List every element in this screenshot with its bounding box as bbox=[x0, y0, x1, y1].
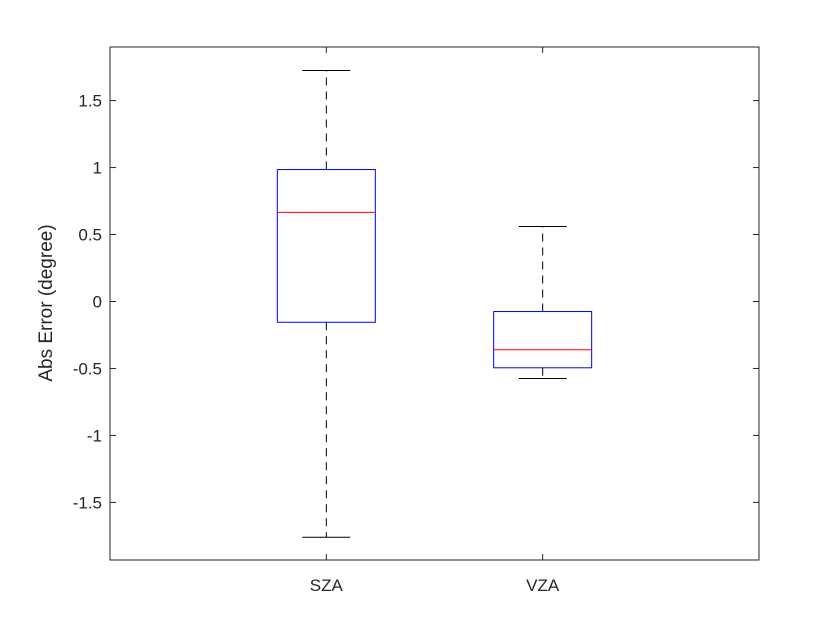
x-tick-label: SZA bbox=[310, 576, 344, 595]
y-tick-label: 1.5 bbox=[78, 92, 102, 111]
y-tick-label: 0 bbox=[93, 292, 102, 311]
box-group-sza bbox=[276, 69, 376, 538]
y-axis-label: Abs Error (degree) bbox=[36, 224, 57, 381]
interquartile-box bbox=[493, 311, 593, 369]
y-tick-label: -0.5 bbox=[73, 359, 102, 378]
box-marks bbox=[276, 69, 593, 538]
axis-ticks: -1.5 -1 -0.5 0 0.5 1 1.5 SZA VZA bbox=[73, 47, 759, 595]
y-tick-label: -1.5 bbox=[73, 493, 102, 512]
plot-area bbox=[109, 46, 760, 561]
y-tick-label: 0.5 bbox=[78, 226, 102, 245]
y-tick-label: -1 bbox=[87, 426, 102, 445]
interquartile-box bbox=[276, 169, 376, 323]
y-tick-label: 1 bbox=[93, 159, 102, 178]
box-group-vza bbox=[493, 225, 593, 380]
x-tick-label: VZA bbox=[526, 576, 560, 595]
